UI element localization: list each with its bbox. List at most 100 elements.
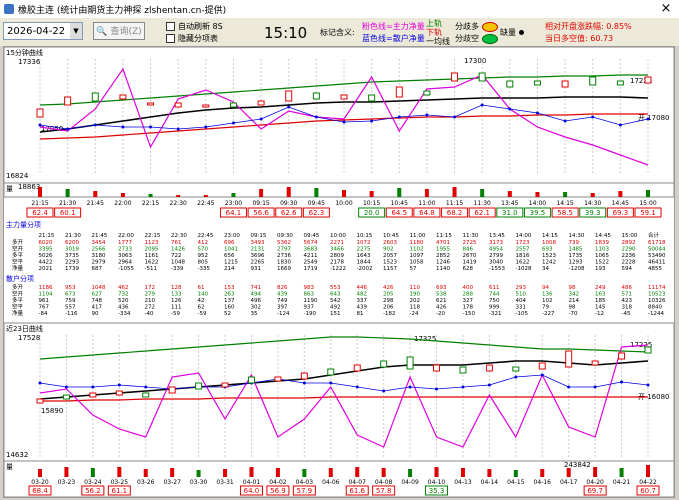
bottom-volume-bar	[460, 468, 465, 477]
sanhu-table-cell: -1244	[648, 311, 664, 317]
top-time-label: 11:15	[446, 200, 463, 207]
zhuli-table-cell: 2736	[277, 253, 291, 259]
zhuli-table-cell: 2290	[622, 247, 636, 253]
top-score-box	[302, 207, 330, 218]
sanhu-table-cell: -190	[304, 311, 317, 317]
sanhu-table-cell: 1104	[39, 292, 53, 298]
zhuli-table-cell: 2228	[622, 260, 636, 266]
sanhu-table-cell: 426	[436, 305, 447, 311]
top-ma-line	[39, 96, 649, 133]
bottom-retail-point	[329, 381, 333, 385]
table-head-cell: 22:15	[145, 233, 161, 239]
sanhu-table-cell: 263	[224, 292, 235, 298]
zhuli-table-cell: -1208	[569, 266, 585, 272]
bottom-date-label: 03-27	[163, 479, 181, 486]
top-score-box	[468, 207, 496, 218]
zhuli-table-cell: 61718	[648, 240, 666, 246]
hide-count-checkbox[interactable]: 隐藏分项表	[166, 33, 218, 44]
checkbox-icon[interactable]	[166, 22, 175, 31]
top-volume-max: 18863	[18, 183, 40, 191]
zhuli-table-cell: 6200	[65, 240, 79, 246]
zhuli-table-cell: 4855	[648, 266, 662, 272]
top-candle	[589, 76, 597, 86]
top-volume-bar	[424, 189, 429, 197]
bottom-score-box	[425, 485, 449, 496]
sanhu-table-cell: 542	[330, 298, 341, 304]
sanhu-table-cell: -321	[489, 311, 501, 317]
top-score-value: 62.3	[309, 209, 325, 217]
top-volume-bar	[65, 189, 70, 197]
sanhu-table-cell: 302	[251, 305, 262, 311]
auto-refresh-checkbox[interactable]: 自动刷新 8S	[166, 21, 223, 32]
top-retail-point	[425, 113, 429, 117]
zhuli-table-cell: 多平	[12, 251, 24, 259]
zhuli-table-cell: 2265	[251, 260, 265, 266]
zhuli-table-cell: 2979	[92, 260, 106, 266]
zhuli-table-cell: 3493	[251, 240, 265, 246]
sanhu-table-cell: 400	[463, 285, 474, 291]
sanhu-table-cell: 10326	[648, 298, 666, 304]
sanhu-table-cell: 128	[171, 285, 182, 291]
top-retail-point	[370, 119, 374, 123]
top-volume-bar	[259, 189, 264, 197]
zhuli-table-cell: 3696	[251, 253, 265, 259]
zhuli-table-cell: 1622	[516, 260, 530, 266]
bottom-score-value: 56.2	[85, 487, 101, 495]
bottom-marker-17325: 17325	[414, 335, 436, 343]
bottom-candle	[195, 382, 203, 390]
zhuli-table-cell: 34	[542, 266, 549, 272]
sanhu-table-cell: 62	[198, 305, 205, 311]
top-time-label: 11:30	[474, 200, 491, 207]
top-retail-point	[231, 121, 235, 125]
top-candle	[229, 102, 237, 108]
zhuli-table-cell: 2293	[65, 260, 79, 266]
zhuli-table-cell: 412	[198, 240, 209, 246]
sanhu-table-cell: 436	[118, 305, 129, 311]
sanhu-table-cell: 750	[489, 298, 500, 304]
sanhu-table-cell: 137	[224, 298, 235, 304]
top-retail-point	[259, 117, 263, 121]
sanhu-table-cell: 953	[65, 285, 76, 291]
bottom-date-label: 04-20	[586, 479, 604, 486]
legend-dot-label: 缺量	[500, 28, 516, 37]
zhuli-table-cell: 687	[92, 266, 103, 272]
sanhu-table-cell: 749	[277, 298, 288, 304]
zhuli-table-cell: 2964	[118, 260, 132, 266]
bottom-candle	[247, 376, 255, 384]
top-candle	[368, 94, 376, 102]
sanhu-table-cell: 417	[92, 305, 103, 311]
zhuli-table-cell: 1955	[436, 247, 450, 253]
zhuli-table-cell: 1102	[410, 247, 424, 253]
top-retail-point	[287, 105, 291, 109]
legend-sell-label: 分歧空	[455, 34, 479, 43]
bottom-volume-bar	[38, 469, 42, 477]
bottom-volume-bar	[275, 468, 280, 477]
top-score-box	[441, 207, 469, 218]
table-head-cell: 09:15	[251, 233, 267, 239]
sanhu-table-cell: 462	[118, 285, 129, 291]
bottom-date-label: 03-31	[216, 479, 234, 486]
bottom-candle	[644, 346, 652, 354]
chevron-down-icon[interactable]: ▼	[70, 23, 82, 39]
checkbox-icon[interactable]	[166, 34, 175, 43]
date-picker[interactable]: 2026-04-22 ▼	[3, 22, 83, 40]
sanhu-table-cell: 151	[330, 311, 341, 317]
bottom-volume-bar	[540, 469, 545, 477]
zhuli-table-cell: 1816	[516, 253, 530, 259]
sanhu-table-cell: 102	[542, 298, 553, 304]
sanhu-table-cell: 999	[489, 305, 500, 311]
bottom-score-value: 61.6	[349, 487, 365, 495]
bottom-retail-point	[514, 375, 518, 379]
zhuli-table-cell: 46411	[648, 260, 666, 266]
top-time-label: 10:00	[335, 200, 352, 207]
bottom-candle	[89, 392, 97, 398]
query-button[interactable]: 🔍 查询(Z)	[93, 22, 145, 40]
sanhu-table-cell: 153	[224, 285, 235, 291]
top-time-label: 22:15	[142, 200, 159, 207]
top-candle	[285, 90, 293, 102]
bottom-candle	[459, 366, 467, 374]
sanhu-table-cell: 486	[622, 285, 633, 291]
zhuli-table-cell: 902	[383, 247, 394, 253]
close-icon[interactable]: ×	[660, 1, 672, 16]
sanhu-table-cell: 673	[65, 292, 76, 298]
